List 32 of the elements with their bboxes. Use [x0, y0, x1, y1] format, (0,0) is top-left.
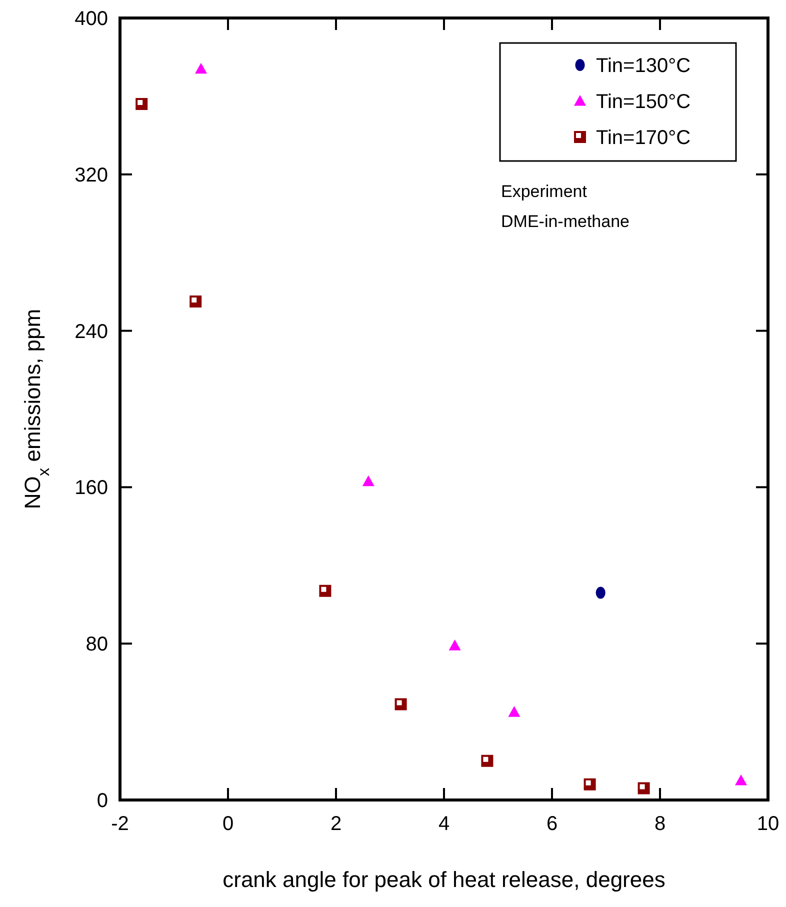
x-tick-label: 10 — [756, 813, 780, 835]
x-tick-label: 6 — [546, 813, 558, 835]
y-tick-label: 320 — [74, 164, 108, 186]
point — [448, 640, 461, 650]
point — [481, 754, 494, 767]
point — [195, 62, 207, 74]
y-tick-label: 160 — [74, 477, 108, 500]
point — [362, 475, 374, 486]
point — [319, 584, 332, 597]
legend-label: Tin=170°C — [596, 127, 691, 149]
point — [190, 295, 202, 308]
y-tick-label: 80 — [86, 634, 108, 656]
point — [735, 774, 747, 786]
point — [596, 586, 606, 599]
legend-label: Tin=130°C — [596, 55, 691, 77]
point — [638, 782, 650, 794]
annotation: DME-in-methane — [501, 212, 630, 231]
legend-label: Tin=150°C — [596, 91, 691, 113]
y-tick-label: 400 — [74, 8, 108, 30]
y-tick-label: 0 — [96, 790, 108, 812]
point — [394, 698, 407, 710]
point — [136, 98, 148, 110]
x-tick-label: 4 — [438, 813, 450, 835]
y-tick-label: 240 — [74, 320, 108, 343]
x-tick-label: -2 — [111, 813, 129, 835]
x-tick-label: 2 — [330, 813, 342, 835]
x-axis-title: crank angle for peak of heat release, degrees — [222, 867, 666, 892]
x-tick-label: 8 — [654, 813, 666, 835]
point — [508, 706, 520, 717]
annotation: Experiment — [501, 182, 588, 201]
point — [584, 778, 596, 790]
x-tick-label: 0 — [222, 813, 234, 835]
